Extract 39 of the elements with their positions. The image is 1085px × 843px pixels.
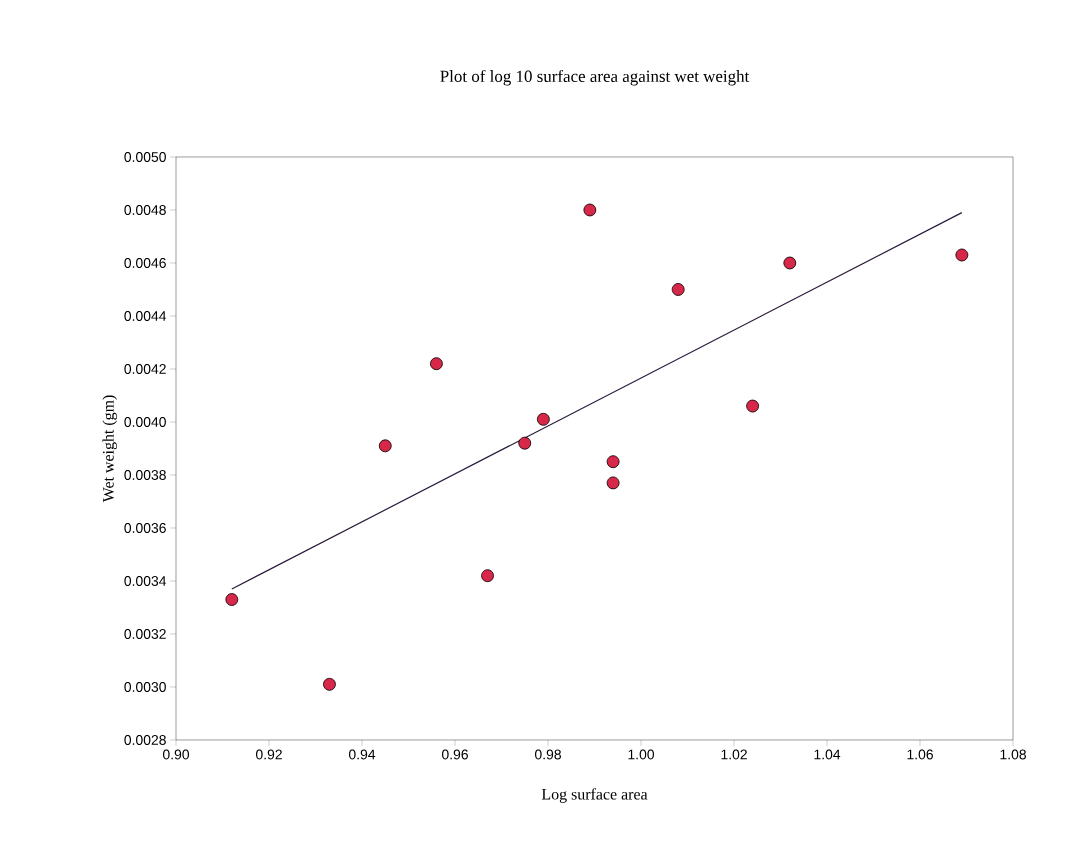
- x-tick-label: 0.98: [534, 749, 561, 760]
- y-tick-label: 0.0040: [124, 417, 166, 427]
- point: [606, 455, 620, 469]
- y-tick-label: 0.0030: [124, 682, 166, 692]
- y-tick-label: 0.0034: [124, 576, 167, 586]
- point: [671, 283, 685, 296]
- y-axis-title: Wet weight (gm): [102, 395, 117, 503]
- chart-title: Plot of log 10 surface area against wet weight: [440, 69, 750, 86]
- point: [225, 593, 239, 606]
- point: [746, 399, 760, 413]
- x-tick-label: 1.02: [721, 749, 747, 760]
- point: [430, 357, 443, 371]
- point: [481, 569, 494, 583]
- x-tick-label: 0.90: [162, 749, 190, 760]
- point: [783, 256, 797, 270]
- y-tick-label: 0.0044: [124, 311, 167, 321]
- x-tick-label: 1.08: [1000, 749, 1026, 760]
- y-tick-label: 0.0050: [124, 152, 166, 162]
- point: [583, 203, 597, 217]
- y-tick-label: 0.0042: [124, 364, 166, 374]
- x-tick-label: 1.04: [814, 749, 841, 760]
- x-tick-label: 0.94: [348, 749, 376, 760]
- y-tick-label: 0.0028: [124, 735, 166, 745]
- y-tick-label: 0.0038: [124, 470, 166, 480]
- x-tick-label: 0.96: [441, 749, 468, 760]
- x-tick-label: 0.92: [255, 749, 282, 760]
- x-tick-label: 1.06: [907, 749, 933, 760]
- point: [378, 439, 392, 453]
- point: [536, 412, 550, 426]
- x-axis-title: Log surface area: [541, 788, 648, 803]
- point: [323, 677, 336, 691]
- point: [606, 476, 620, 490]
- point: [518, 436, 532, 450]
- y-tick-label: 0.0046: [124, 258, 166, 268]
- y-tick-label: 0.0032: [124, 629, 166, 639]
- x-tick-label: 1.00: [628, 749, 655, 760]
- point: [955, 248, 969, 262]
- y-tick-label: 0.0048: [124, 205, 166, 215]
- y-tick-label: 0.0036: [124, 523, 166, 533]
